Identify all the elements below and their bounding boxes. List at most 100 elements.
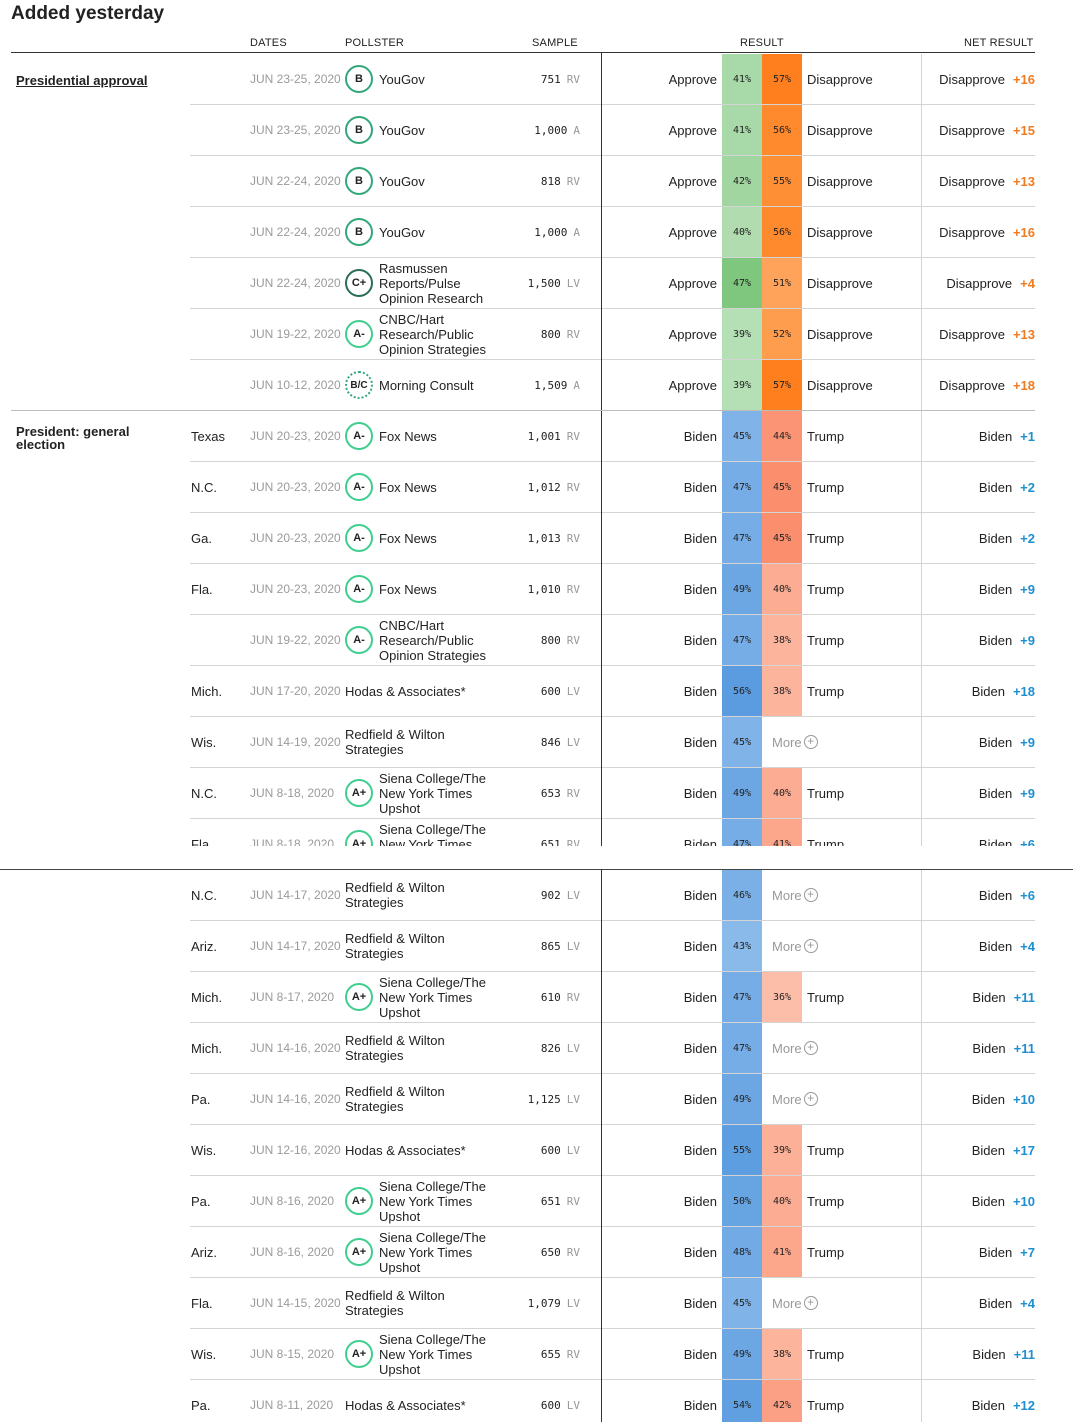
header-dates[interactable]: DATES — [250, 37, 287, 49]
poll-dates: JUN 22-24, 2020 — [250, 225, 341, 239]
pollster-grade[interactable]: A- — [345, 513, 373, 563]
pollster-grade[interactable]: A+ — [345, 1227, 373, 1277]
table-row[interactable]: N.C. JUN 20-23, 2020 A- Fox News 1,012 RV Bide… — [0, 462, 1073, 513]
table-row[interactable]: President: general election Texas JUN 20-2… — [0, 411, 1073, 462]
pollster-grade[interactable]: A- — [345, 615, 373, 665]
header-pollster[interactable]: POLLSTER — [345, 37, 405, 49]
pollster-name[interactable]: Rasmussen Reports/Pulse Opinion Research — [379, 258, 483, 308]
table-row[interactable]: JUN 19-22, 2020 A- CNBC/Hart Research/Publi… — [0, 615, 1073, 666]
pollster-grade[interactable]: A+ — [345, 972, 373, 1022]
pollster-grade[interactable]: A+ — [345, 768, 373, 818]
more-button[interactable]: More + — [772, 921, 818, 971]
table-row[interactable]: Ga. JUN 20-23, 2020 A- Fox News 1,013 RV Biden… — [0, 513, 1073, 564]
header-net-result[interactable]: NET RESULT — [964, 37, 1034, 49]
more-button[interactable]: More + — [772, 1074, 818, 1124]
sample-number: 600 — [540, 684, 561, 698]
pollster-grade[interactable]: A+ — [345, 1176, 373, 1226]
plus-circle-icon: + — [803, 939, 818, 953]
grade-badge: A- — [345, 575, 373, 603]
table-row[interactable]: Wis. JUN 14-19, 2020 Redfield & Wilton Stra… — [0, 717, 1073, 768]
table-row[interactable]: Ariz. JUN 14-17, 2020 Redfield & Wilton Str… — [0, 921, 1073, 972]
row-divider — [922, 665, 1035, 666]
pollster-name[interactable]: Redfield & Wilton Strategies — [345, 1278, 445, 1328]
pollster-grade[interactable]: A- — [345, 564, 373, 614]
pollster-name[interactable]: Redfield & Wilton Strategies — [345, 921, 445, 971]
pollster-name[interactable]: CNBC/Hart Research/Public Opinion Strategi… — [379, 309, 486, 359]
pollster-grade[interactable]: B — [345, 105, 373, 155]
pollster-name[interactable]: Fox News — [379, 564, 437, 614]
table-row[interactable]: N.C. JUN 8-18, 2020 A+ Siena College/The New… — [0, 768, 1073, 819]
table-row[interactable]: Pa. JUN 8-11, 2020 Hodas & Associates* 600 L… — [0, 1380, 1073, 1422]
table-row[interactable]: Fla. JUN 20-23, 2020 A- Fox News 1,010 RV Bide… — [0, 564, 1073, 615]
pollster-name[interactable]: YouGov — [379, 207, 425, 257]
net-result-label: Biden — [972, 1040, 1006, 1056]
pollster-grade[interactable]: A- — [345, 411, 373, 461]
more-button[interactable]: More + — [772, 1278, 818, 1328]
pollster-name[interactable]: CNBC/Hart Research/Public Opinion Strategi… — [379, 615, 486, 665]
header-result[interactable]: RESULT — [740, 37, 784, 49]
pollster-name[interactable]: Redfield & Wilton Strategies — [345, 717, 445, 767]
table-row[interactable]: Mich. JUN 17-20, 2020 Hodas & Associates* 6… — [0, 666, 1073, 717]
pollster-name[interactable]: Hodas & Associates* — [345, 666, 466, 716]
table-row[interactable]: Pa. JUN 14-16, 2020 Redfield & Wilton Strat… — [0, 1074, 1073, 1125]
header-sample[interactable]: SAMPLE — [532, 37, 578, 49]
pollster-grade[interactable]: B — [345, 207, 373, 257]
sample-number: 600 — [540, 1143, 561, 1157]
table-row[interactable]: JUN 19-22, 2020 A- CNBC/Hart Research/Publi… — [0, 309, 1073, 360]
pollster-name[interactable]: Redfield & Wilton Strategies — [345, 870, 445, 920]
pollster-grade[interactable]: A+ — [345, 819, 373, 846]
section-label[interactable]: Presidential approval — [16, 73, 148, 88]
table-row[interactable]: JUN 22-24, 2020 B YouGov 818 RV Approve 42% 55%… — [0, 156, 1073, 207]
table-row[interactable]: Presidential approval JUN 23-25, 2020 B You… — [0, 54, 1073, 105]
pollster-name[interactable]: Morning Consult — [379, 360, 474, 410]
pollster-name[interactable]: Redfield & Wilton Strategies — [345, 1074, 445, 1124]
pollster-name[interactable]: Fox News — [379, 462, 437, 512]
table-row[interactable]: JUN 23-25, 2020 B YouGov 1,000 A Approve 41% 56… — [0, 105, 1073, 156]
pollster-line: Upshot — [379, 1361, 421, 1377]
table-row[interactable]: Wis. JUN 12-16, 2020 Hodas & Associates* 60… — [0, 1125, 1073, 1176]
table-row[interactable]: Wis. JUN 8-15, 2020 A+ Siena College/The New… — [0, 1329, 1073, 1380]
pollster-grade[interactable]: B — [345, 156, 373, 206]
pollster-name[interactable]: YouGov — [379, 156, 425, 206]
net-result: Disapprove +13 — [922, 156, 1035, 206]
table-row[interactable]: JUN 10-12, 2020 B/C Morning Consult 1,509 A A… — [0, 360, 1073, 411]
sample-population: RV — [566, 429, 580, 443]
row-divider — [190, 461, 601, 462]
pollster-name[interactable]: Redfield & Wilton Strategies — [345, 1023, 445, 1073]
pollster-name[interactable]: Hodas & Associates* — [345, 1380, 466, 1422]
pollster-grade[interactable]: A+ — [345, 1329, 373, 1379]
more-button[interactable]: More + — [772, 1023, 818, 1073]
more-button[interactable]: More + — [772, 717, 818, 767]
table-row[interactable]: Mich. JUN 14-16, 2020 Redfield & Wilton Str… — [0, 1023, 1073, 1074]
pollster-grade[interactable]: A- — [345, 309, 373, 359]
net-result-value: +13 — [1012, 173, 1035, 189]
net-divider — [921, 717, 922, 768]
net-result: Biden +9 — [922, 615, 1035, 665]
table-row[interactable]: JUN 22-24, 2020 B YouGov 1,000 A Approve 40% 56… — [0, 207, 1073, 258]
table-row[interactable]: JUN 22-24, 2020 C+ Rasmussen Reports/Pulse O… — [0, 258, 1073, 309]
row-divider — [922, 461, 1035, 462]
table-row[interactable]: N.C. JUN 14-17, 2020 Redfield & Wilton Stra… — [0, 870, 1073, 921]
pollster-name[interactable]: Fox News — [379, 411, 437, 461]
table-row[interactable]: Mich. JUN 8-17, 2020 A+ Siena College/The Ne… — [0, 972, 1073, 1023]
pollster-grade[interactable]: B/C — [345, 360, 373, 410]
pollster-grade[interactable]: C+ — [345, 258, 373, 308]
pollster-grade[interactable]: A- — [345, 462, 373, 512]
table-row[interactable]: Fla. JUN 8-18, 2020 A+ Siena College/The New… — [0, 819, 1073, 846]
pollster-name[interactable]: YouGov — [379, 54, 425, 104]
table-row[interactable]: Pa. JUN 8-16, 2020 A+ Siena College/The New … — [0, 1176, 1073, 1227]
pollster-name[interactable]: Hodas & Associates* — [345, 1125, 466, 1175]
pollster-name[interactable]: YouGov — [379, 105, 425, 155]
more-button[interactable]: More + — [772, 870, 818, 920]
result-left-label: Approve — [668, 326, 717, 342]
pollster-grade[interactable]: B — [345, 54, 373, 104]
table-row[interactable]: Fla. JUN 14-15, 2020 Redfield & Wilton Stra… — [0, 1278, 1073, 1329]
table-row[interactable]: Ariz. JUN 8-16, 2020 A+ Siena College/The Ne… — [0, 1227, 1073, 1278]
pollster-name[interactable]: Fox News — [379, 513, 437, 563]
